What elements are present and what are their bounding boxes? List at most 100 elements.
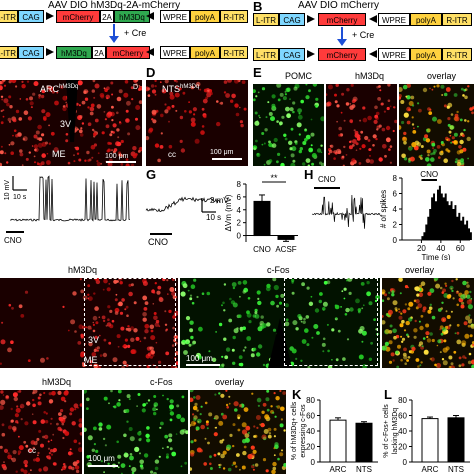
cell-dot bbox=[48, 452, 52, 455]
cell-dot bbox=[120, 139, 124, 144]
cell-dot bbox=[188, 110, 192, 114]
cell-dot bbox=[444, 282, 447, 285]
construct-a1-polya: polyA bbox=[190, 10, 220, 23]
micrograph-j-overlay bbox=[190, 390, 286, 474]
cell-dot bbox=[357, 310, 361, 314]
cell-dot bbox=[270, 116, 275, 122]
cell-dot bbox=[63, 465, 67, 468]
construct-a1-2a: 2A bbox=[100, 10, 114, 23]
i-scale-label: 100 μm bbox=[186, 354, 213, 363]
cell-dot bbox=[19, 403, 25, 409]
cell-dot bbox=[416, 293, 420, 297]
cell-dot bbox=[150, 84, 155, 88]
cell-dot bbox=[440, 141, 444, 144]
cell-dot bbox=[320, 144, 323, 147]
cell-dot bbox=[195, 395, 201, 400]
cell-dot bbox=[338, 126, 342, 131]
cell-dot bbox=[94, 306, 99, 311]
cell-dot bbox=[99, 334, 101, 337]
cell-dot bbox=[232, 444, 235, 448]
cell-dot bbox=[369, 154, 371, 157]
cell-dot bbox=[64, 431, 70, 436]
cell-dot bbox=[150, 329, 154, 333]
membrane-potential-trace-g bbox=[145, 196, 221, 213]
cell-dot bbox=[162, 447, 164, 449]
cell-dot bbox=[244, 433, 250, 438]
cell-dot bbox=[254, 311, 258, 315]
cell-dot bbox=[345, 154, 348, 156]
cell-dot bbox=[203, 88, 208, 93]
cell-dot bbox=[279, 423, 284, 428]
cell-dot bbox=[46, 357, 49, 360]
cell-dot bbox=[40, 357, 45, 363]
cell-dot bbox=[388, 291, 391, 294]
cell-dot bbox=[328, 84, 333, 90]
cell-dot bbox=[241, 429, 248, 435]
cell-dot bbox=[111, 93, 114, 96]
cell-dot bbox=[387, 84, 391, 87]
cell-dot bbox=[60, 468, 63, 471]
cell-dot bbox=[228, 402, 231, 405]
cell-dot bbox=[0, 162, 3, 166]
cell-dot bbox=[10, 151, 14, 155]
cell-dot bbox=[139, 437, 142, 441]
cell-dot bbox=[336, 120, 338, 123]
cell-dot bbox=[305, 315, 310, 319]
cell-dot bbox=[460, 87, 464, 91]
cell-dot bbox=[46, 152, 49, 155]
cell-dot bbox=[43, 411, 46, 414]
cell-dot bbox=[366, 280, 370, 285]
cell-dot bbox=[52, 433, 55, 436]
nts-scale-bar bbox=[212, 158, 242, 160]
cell-dot bbox=[292, 320, 298, 326]
cell-dot bbox=[263, 142, 266, 145]
cell-dot bbox=[126, 420, 129, 423]
cell-dot bbox=[80, 353, 85, 358]
cell-dot bbox=[256, 152, 260, 156]
cell-dot bbox=[423, 349, 429, 355]
cell-dot bbox=[292, 110, 295, 114]
cell-dot bbox=[154, 322, 160, 327]
cell-dot bbox=[361, 330, 367, 336]
cell-dot bbox=[300, 320, 303, 323]
cell-dot bbox=[138, 100, 142, 104]
cell-dot bbox=[392, 359, 395, 362]
cell-dot bbox=[262, 458, 267, 462]
cell-dot bbox=[143, 336, 147, 340]
cell-dot bbox=[460, 304, 465, 309]
cell-dot bbox=[441, 301, 444, 304]
cell-dot bbox=[412, 104, 415, 107]
cell-dot bbox=[182, 339, 185, 343]
cell-dot bbox=[232, 302, 238, 308]
cre-arrow-b bbox=[337, 27, 347, 46]
cell-dot bbox=[346, 88, 350, 92]
cell-dot bbox=[366, 291, 371, 297]
cell-dot bbox=[15, 134, 19, 138]
cell-dot bbox=[264, 128, 268, 132]
cell-dot bbox=[448, 355, 453, 360]
nts-cells bbox=[146, 80, 247, 163]
cell-dot bbox=[331, 359, 333, 361]
cell-dot bbox=[0, 339, 6, 345]
cell-dot bbox=[136, 405, 138, 407]
cell-dot bbox=[284, 137, 288, 141]
cell-dot bbox=[96, 346, 100, 350]
cell-dot bbox=[279, 452, 284, 457]
cell-dot bbox=[458, 364, 462, 368]
j-hm3dq-title: hM3Dq bbox=[42, 377, 72, 387]
cell-dot bbox=[275, 294, 279, 299]
cell-dot bbox=[80, 333, 84, 337]
y-tick-label: 2 bbox=[237, 219, 242, 228]
construct-a1-ritr: R-ITR bbox=[220, 10, 248, 23]
cell-dot bbox=[69, 412, 73, 416]
cell-dot bbox=[160, 132, 163, 135]
construct-b2-litr: L-ITR bbox=[253, 48, 279, 61]
cell-dot bbox=[283, 463, 286, 467]
cell-dot bbox=[284, 303, 289, 308]
cell-dot bbox=[273, 284, 279, 291]
cell-dot bbox=[7, 452, 10, 455]
cell-dot bbox=[14, 413, 19, 418]
cell-dot bbox=[427, 309, 432, 314]
cell-dot bbox=[203, 114, 207, 119]
cell-dot bbox=[391, 293, 395, 297]
